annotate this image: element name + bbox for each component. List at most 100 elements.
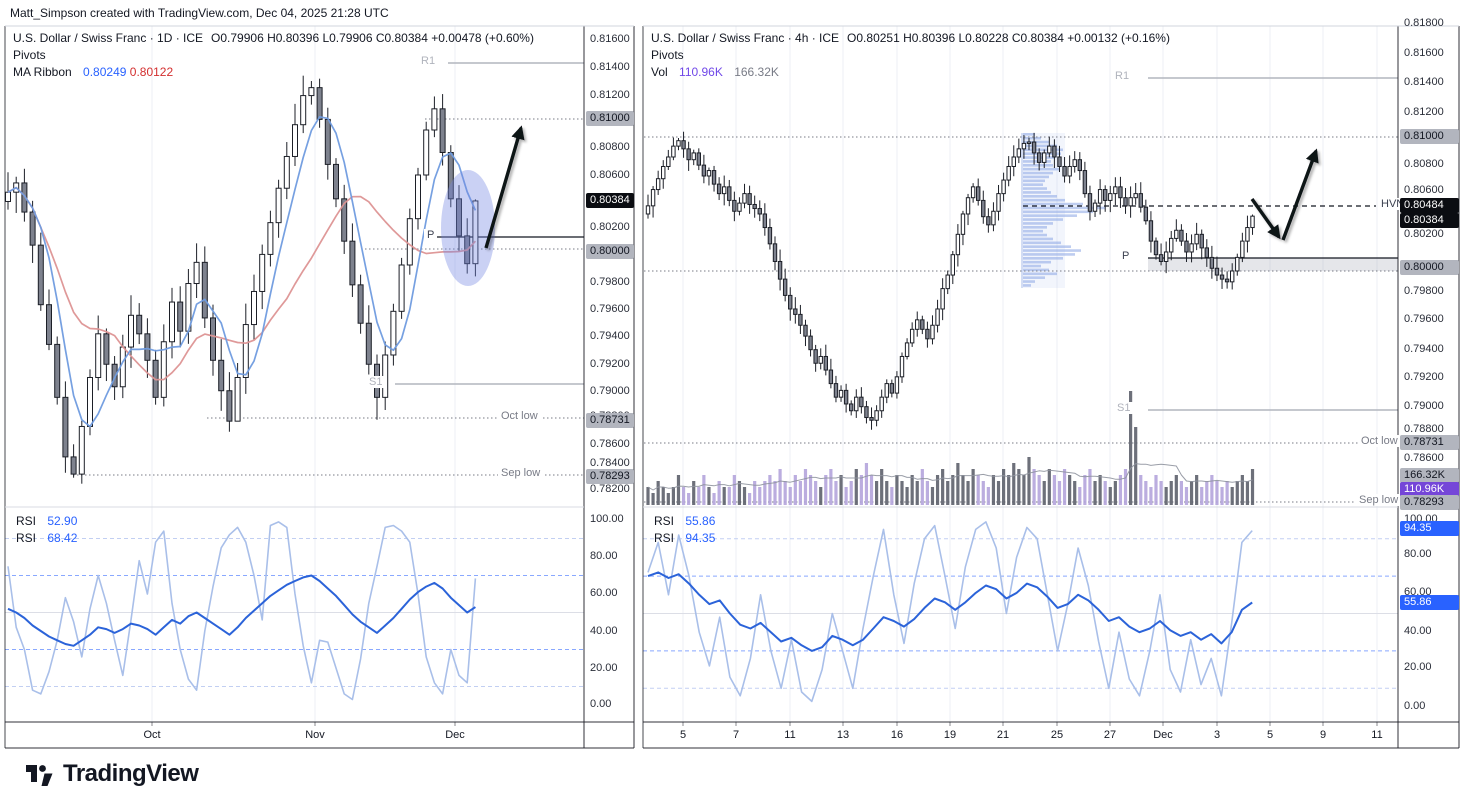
price-scale-label: 0.79000 <box>590 385 630 397</box>
price-scale-badge: 0.80384 <box>1400 213 1459 228</box>
price-scale-label: 0.78400 <box>590 457 630 469</box>
pivot-label-r1: R1 <box>418 55 439 67</box>
right-rsi-legend-1[interactable]: RSI 55.86 <box>654 514 716 528</box>
time-axis-label: 16 <box>890 729 904 741</box>
price-scale-label: 0.00 <box>1404 700 1426 712</box>
price-scale-label: 0.81200 <box>590 89 630 101</box>
price-scale-badge: 55.86 <box>1400 595 1459 610</box>
price-scale-label: 0.81400 <box>1404 76 1444 88</box>
left-rsi-legend-1[interactable]: RSI 52.90 <box>16 514 78 528</box>
time-axis-label: 25 <box>1050 729 1064 741</box>
price-scale-label: 0.80800 <box>1404 158 1444 170</box>
price-scale-badge: 110.96K <box>1400 482 1459 497</box>
price-scale-badge: 0.81000 <box>1400 129 1459 144</box>
ma-ribbon-label: MA Ribbon <box>13 65 72 79</box>
pivot-label-oct-low: Oct low <box>1358 435 1401 447</box>
price-scale-badge: 0.78731 <box>1400 435 1459 450</box>
price-scale-badge: 94.35 <box>1400 521 1459 536</box>
price-scale-label: 80.00 <box>590 550 618 562</box>
price-scale-label: 0.79400 <box>1404 343 1444 355</box>
header-credit: Matt_Simpson created with TradingView.co… <box>10 6 389 20</box>
price-scale-badge: 0.81000 <box>586 111 634 126</box>
price-scale-label: 0.79600 <box>1404 313 1444 325</box>
left-symbol-title: U.S. Dollar / Swiss Franc · 1D · ICE <box>13 31 204 45</box>
right-rsi-pane[interactable] <box>643 507 1398 722</box>
price-scale-label: 0.80600 <box>1404 184 1444 196</box>
price-scale-label: 0.80800 <box>590 141 630 153</box>
time-axis-label: 9 <box>1319 729 1327 741</box>
time-axis-label: 19 <box>943 729 957 741</box>
price-scale-label: 0.78800 <box>1404 423 1444 435</box>
pivot-label-r1: R1 <box>1112 70 1133 82</box>
price-scale-badge: 0.78293 <box>586 469 634 484</box>
price-scale-label: 0.79000 <box>1404 400 1444 412</box>
right-rsi-legend-2[interactable]: RSI 94.35 <box>654 531 716 545</box>
left-price-pane[interactable] <box>5 26 584 506</box>
vol-current-value: 110.96K <box>679 65 723 79</box>
right-volume-legend[interactable]: Vol 110.96K 166.32K <box>651 65 779 79</box>
price-scale-label: 0.80200 <box>1404 228 1444 240</box>
price-scale-label: 0.78200 <box>590 483 630 495</box>
time-axis-label: Oct <box>143 729 161 741</box>
left-rsi-value-1: 52.90 <box>47 514 78 528</box>
time-axis-label: 11 <box>1371 729 1383 741</box>
tradingview-logo-text: TradingView <box>63 760 199 787</box>
price-scale-label: 0.81800 <box>1404 17 1444 29</box>
price-scale-label: 60.00 <box>590 587 618 599</box>
time-axis-label: 5 <box>1266 729 1274 741</box>
price-scale-label: 100.00 <box>590 513 624 525</box>
right-pivots-indicator-label[interactable]: Pivots <box>651 48 684 62</box>
price-scale-badge: 0.80000 <box>586 244 634 259</box>
time-axis-label: 11 <box>784 729 796 741</box>
price-scale-label: 0.00 <box>590 698 612 710</box>
vol-label: Vol <box>651 65 668 79</box>
time-axis-label: 3 <box>1213 729 1221 741</box>
left-rsi-pane[interactable] <box>5 507 584 722</box>
pivot-label-s1: S1 <box>366 376 386 388</box>
tradingview-logo-icon <box>26 765 53 786</box>
right-price-pane[interactable] <box>643 26 1398 506</box>
price-scale-label: 0.79600 <box>590 303 630 315</box>
pivot-label-oct-low: Oct low <box>498 410 541 422</box>
price-scale-label: 0.79200 <box>1404 371 1444 383</box>
vol-ma-value: 166.32K <box>734 65 779 79</box>
left-chart-legend-title[interactable]: U.S. Dollar / Swiss Franc · 1D · ICE O0.7… <box>13 31 534 45</box>
pivot-label-p: P <box>424 229 438 241</box>
right-ohlc-values: O0.80251 H0.80396 L0.80228 C0.80384 +0.0… <box>847 31 1170 45</box>
price-scale-label: 40.00 <box>1404 625 1432 637</box>
price-scale-label: 20.00 <box>1404 661 1432 673</box>
left-ohlc-values: O0.79906 H0.80396 L0.79906 C0.80384 +0.0… <box>211 31 534 45</box>
left-ma-ribbon-legend[interactable]: MA Ribbon 0.80249 0.80122 <box>13 65 173 79</box>
price-scale-badge: 0.78293 <box>1400 495 1459 510</box>
time-axis-label: 5 <box>679 729 687 741</box>
price-scale-badge: 0.80000 <box>1400 260 1459 275</box>
price-scale-label: 0.80200 <box>590 221 630 233</box>
price-scale-label: 0.79800 <box>1404 285 1444 297</box>
price-scale-label: 0.79200 <box>590 358 630 370</box>
ma-ribbon-value-slow: 0.80122 <box>129 65 174 79</box>
price-scale-label: 0.81600 <box>1404 47 1444 59</box>
tradingview-logo[interactable]: TradingView <box>26 760 199 788</box>
pivot-label-sep-low: Sep low <box>1356 494 1402 506</box>
price-scale-label: 80.00 <box>1404 548 1432 560</box>
time-axis-label: 27 <box>1103 729 1117 741</box>
right-rsi-value-2: 94.35 <box>685 531 716 545</box>
left-rsi-value-2: 68.42 <box>47 531 78 545</box>
time-axis-label: 13 <box>836 729 850 741</box>
left-pivots-indicator-label[interactable]: Pivots <box>13 48 46 62</box>
price-scale-label: 0.80600 <box>590 169 630 181</box>
price-scale-badge: 0.78731 <box>586 413 634 428</box>
time-axis-label: Nov <box>305 729 325 741</box>
left-rsi-legend-2[interactable]: RSI 68.42 <box>16 531 78 545</box>
time-axis-label: Dec <box>1153 729 1173 741</box>
price-scale-badge: 0.80384 <box>586 193 634 208</box>
price-scale-label: 0.81200 <box>1404 106 1444 118</box>
pivot-label-s1: S1 <box>1114 402 1134 414</box>
price-scale-label: 20.00 <box>590 662 618 674</box>
time-axis-label: 7 <box>732 729 740 741</box>
right-symbol-title: U.S. Dollar / Swiss Franc · 4h · ICE <box>651 31 840 45</box>
ma-ribbon-value-fast: 0.80249 <box>83 65 127 79</box>
right-chart-legend-title[interactable]: U.S. Dollar / Swiss Franc · 4h · ICE O0.8… <box>651 31 1170 45</box>
price-scale-label: 0.78600 <box>590 438 630 450</box>
price-scale-label: 0.79800 <box>590 276 630 288</box>
